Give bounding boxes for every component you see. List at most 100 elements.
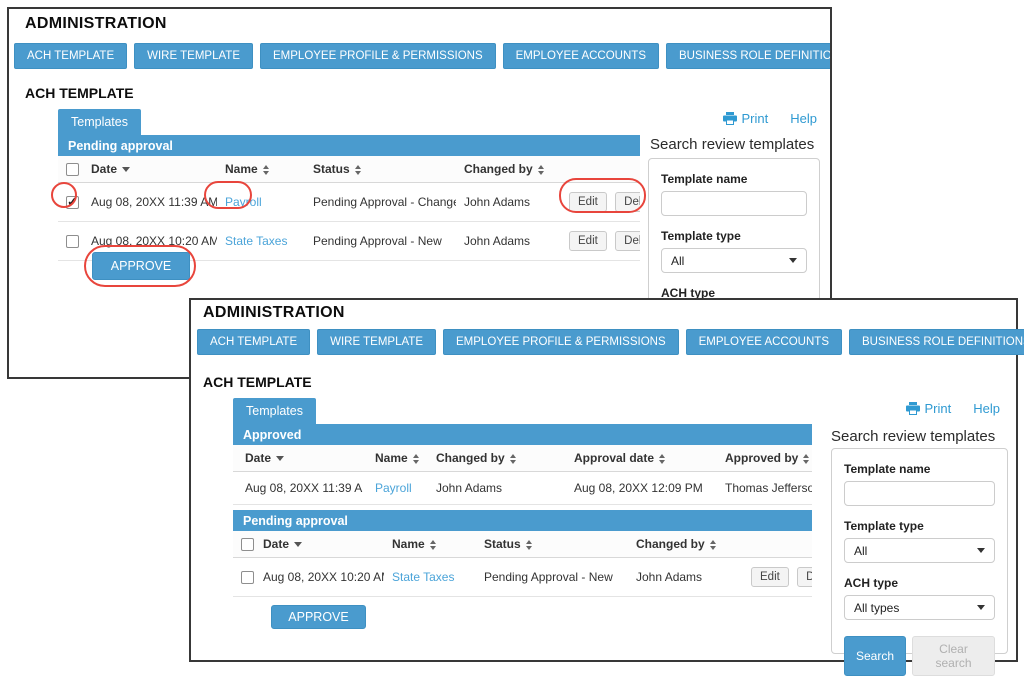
column-header-changed-by[interactable]: Changed by xyxy=(628,531,738,559)
delete-button[interactable]: Delete xyxy=(797,567,812,588)
template-type-select[interactable]: All xyxy=(661,248,807,273)
template-type-label: Template type xyxy=(661,229,741,243)
cell-status: Pending Approval - New xyxy=(305,221,456,262)
cell-date: Aug 08, 20XX 10:20 AM xyxy=(255,557,384,598)
nav-business-role-definitions-button[interactable]: BUSINESS ROLE DEFINITIONS xyxy=(849,329,1024,355)
nav-ach-template-button[interactable]: ACH TEMPLATE xyxy=(14,43,128,69)
edit-button[interactable]: Edit xyxy=(569,231,607,252)
pending-approval-table: Pending approval Date Name Status Change… xyxy=(233,510,812,598)
admin-nav: ACH TEMPLATE WIRE TEMPLATE EMPLOYEE PROF… xyxy=(14,43,830,69)
nav-wire-template-button[interactable]: WIRE TEMPLATE xyxy=(134,43,253,69)
column-header-changed-by[interactable]: Changed by xyxy=(424,445,562,472)
template-name-label: Template name xyxy=(661,172,748,186)
nav-employee-profile-permissions-button[interactable]: EMPLOYEE PROFILE & PERMISSIONS xyxy=(260,43,496,69)
printer-icon xyxy=(722,112,737,125)
sort-icon xyxy=(429,539,436,550)
table-title-bar: Approved xyxy=(233,424,812,445)
dropdown-arrow-icon xyxy=(789,258,797,263)
approve-button[interactable]: APPROVE xyxy=(92,252,190,280)
print-button[interactable]: Print xyxy=(722,111,768,126)
column-header-name[interactable]: Name xyxy=(384,531,476,559)
ach-type-label: ACH type xyxy=(661,286,716,300)
help-link[interactable]: Help xyxy=(973,401,1000,416)
sort-desc-icon xyxy=(122,167,131,173)
template-name-input[interactable] xyxy=(661,191,807,216)
edit-button[interactable]: Edit xyxy=(751,567,789,588)
nav-employee-accounts-button[interactable]: EMPLOYEE ACCOUNTS xyxy=(502,43,659,69)
select-all-checkbox[interactable] xyxy=(66,163,79,177)
column-header-status[interactable]: Status xyxy=(476,531,628,559)
search-panel-title: Search review templates xyxy=(831,428,996,445)
template-name-label: Template name xyxy=(844,462,931,476)
nav-employee-profile-permissions-button[interactable]: EMPLOYEE PROFILE & PERMISSIONS xyxy=(443,329,679,355)
cell-changed-by: John Adams xyxy=(424,471,562,505)
print-help-links: Print Help xyxy=(722,111,817,126)
table-row: Aug 08, 20XX 11:39 AM Payroll John Adams… xyxy=(233,471,812,505)
clear-search-button[interactable]: Clear search xyxy=(912,636,995,676)
sort-icon xyxy=(525,539,532,550)
table-header-row: Date Name Status Changed by xyxy=(233,531,812,559)
template-name-link[interactable]: State Taxes xyxy=(225,234,288,249)
help-link[interactable]: Help xyxy=(790,111,817,126)
cell-approval-date: Aug 08, 20XX 12:09 PM xyxy=(562,471,713,505)
cell-approved-by: Thomas Jefferson xyxy=(713,471,812,505)
column-header-name[interactable]: Name xyxy=(363,445,424,472)
sort-icon xyxy=(412,453,419,464)
column-header-date[interactable]: Date xyxy=(233,445,363,472)
template-name-link[interactable]: State Taxes xyxy=(392,570,455,585)
template-type-label: Template type xyxy=(844,519,924,533)
section-title-ach-template: ACH TEMPLATE xyxy=(25,85,134,101)
search-review-templates-panel: Template name Template type All ACH type… xyxy=(831,448,1008,676)
page-title: ADMINISTRATION xyxy=(203,304,345,321)
sort-icon xyxy=(354,164,361,175)
printer-icon xyxy=(905,402,920,415)
sort-desc-icon xyxy=(294,542,303,548)
print-button[interactable]: Print xyxy=(905,401,951,416)
search-panel-buttons: Search Clear search xyxy=(844,636,995,676)
template-name-input[interactable] xyxy=(844,481,995,506)
print-help-links: Print Help xyxy=(905,401,1000,416)
column-header-approved-by[interactable]: Approved by xyxy=(713,445,812,472)
search-button[interactable]: Search xyxy=(844,636,907,676)
select-all-checkbox[interactable] xyxy=(241,538,254,552)
nav-ach-template-button[interactable]: ACH TEMPLATE xyxy=(197,329,311,355)
template-type-select[interactable]: All xyxy=(844,538,995,563)
dropdown-arrow-icon xyxy=(977,605,985,610)
cell-status: Pending Approval - Change xyxy=(305,182,456,223)
delete-button[interactable]: Delete xyxy=(615,231,640,252)
edit-button[interactable]: Edit xyxy=(569,192,607,213)
sort-icon xyxy=(659,453,666,464)
approve-button[interactable]: APPROVE xyxy=(271,605,366,629)
table-title-bar: Pending approval xyxy=(58,135,640,156)
nav-business-role-definitions-button[interactable]: BUSINESS ROLE DEFINITIONS xyxy=(666,43,830,69)
column-header-approval-date[interactable]: Approval date xyxy=(562,445,713,472)
template-name-link[interactable]: Payroll xyxy=(225,195,262,210)
template-name-link[interactable]: Payroll xyxy=(375,481,412,495)
select-all-checkbox-cell xyxy=(58,156,83,184)
column-header-name[interactable]: Name xyxy=(217,156,305,184)
row-checkbox[interactable] xyxy=(66,194,79,210)
page-title: ADMINISTRATION xyxy=(25,15,167,32)
admin-nav: ACH TEMPLATE WIRE TEMPLATE EMPLOYEE PROF… xyxy=(197,329,1024,355)
tab-templates[interactable]: Templates xyxy=(58,109,141,135)
column-header-changed-by[interactable]: Changed by xyxy=(456,156,556,184)
column-header-date[interactable]: Date xyxy=(255,531,384,559)
ach-type-label: ACH type xyxy=(844,576,899,590)
nav-wire-template-button[interactable]: WIRE TEMPLATE xyxy=(317,329,436,355)
column-header-date[interactable]: Date xyxy=(83,156,217,184)
nav-employee-accounts-button[interactable]: EMPLOYEE ACCOUNTS xyxy=(685,329,842,355)
table-header-row: Date Name Changed by Approval date Appro… xyxy=(233,445,812,472)
sort-icon xyxy=(509,453,516,464)
ach-type-select[interactable]: All types xyxy=(844,595,995,620)
tab-templates[interactable]: Templates xyxy=(233,398,316,424)
sort-icon xyxy=(262,164,269,175)
delete-button[interactable]: Delete xyxy=(615,192,640,213)
cell-date: Aug 08, 20XX 11:39 AM xyxy=(233,471,363,505)
column-header-status[interactable]: Status xyxy=(305,156,456,184)
table-row: Aug 08, 20XX 11:39 AM Payroll Pending Ap… xyxy=(58,182,640,223)
sort-icon xyxy=(537,164,544,175)
row-checkbox[interactable] xyxy=(241,571,254,585)
row-checkbox[interactable] xyxy=(66,235,79,249)
window-administration-front: ADMINISTRATION ACH TEMPLATE WIRE TEMPLAT… xyxy=(189,298,1024,676)
pending-approval-table: Pending approval Date Name Status Change… xyxy=(58,135,640,262)
